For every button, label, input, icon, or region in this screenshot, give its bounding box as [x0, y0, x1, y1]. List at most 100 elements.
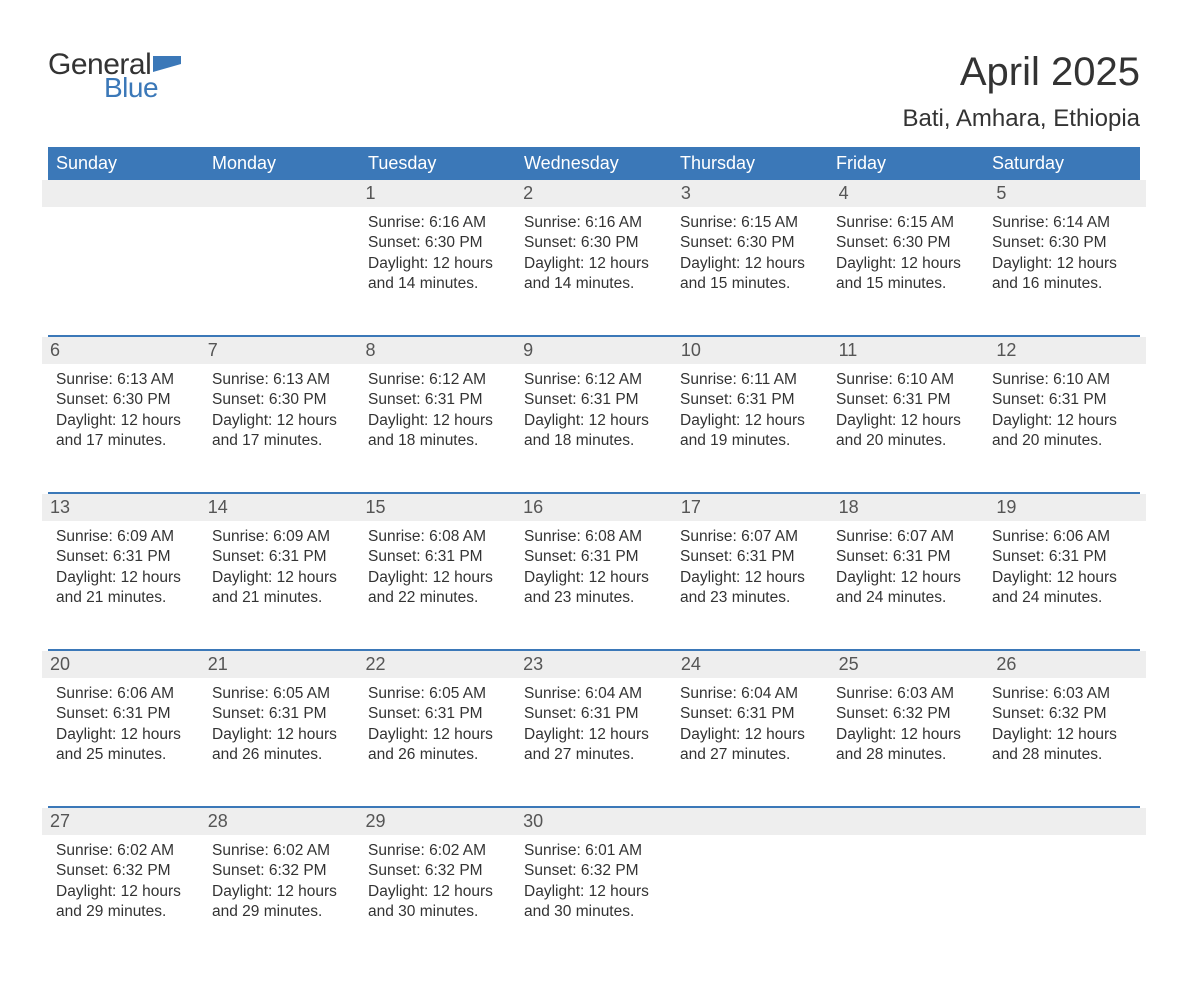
calendar-day: Sunrise: 6:12 AMSunset: 6:31 PMDaylight:…	[516, 364, 672, 492]
sunrise-text: Sunrise: 6:05 AM	[212, 684, 352, 704]
day-details: Sunrise: 6:08 AMSunset: 6:31 PMDaylight:…	[366, 521, 510, 609]
calendar-day: Sunrise: 6:02 AMSunset: 6:32 PMDaylight:…	[204, 835, 360, 963]
day-number	[831, 808, 989, 835]
day-number	[988, 808, 1146, 835]
weeks-container: 12345Sunrise: 6:16 AMSunset: 6:30 PMDayl…	[48, 180, 1140, 963]
week-wrapper: 6789101112Sunrise: 6:13 AMSunset: 6:30 P…	[48, 335, 1140, 492]
daylight-text: Daylight: 12 hours and 24 minutes.	[836, 568, 976, 609]
calendar-day	[984, 835, 1140, 963]
calendar-day: Sunrise: 6:15 AMSunset: 6:30 PMDaylight:…	[672, 207, 828, 335]
sunrise-text: Sunrise: 6:12 AM	[368, 370, 508, 390]
sunrise-text: Sunrise: 6:07 AM	[836, 527, 976, 547]
day-details: Sunrise: 6:09 AMSunset: 6:31 PMDaylight:…	[54, 521, 198, 609]
day-number	[42, 180, 200, 207]
sunrise-text: Sunrise: 6:13 AM	[212, 370, 352, 390]
day-details: Sunrise: 6:05 AMSunset: 6:31 PMDaylight:…	[210, 678, 354, 766]
day-details: Sunrise: 6:14 AMSunset: 6:30 PMDaylight:…	[990, 207, 1134, 295]
day-header-row: Sunday Monday Tuesday Wednesday Thursday…	[48, 147, 1140, 180]
day-number: 10	[673, 337, 831, 364]
day-content-row: Sunrise: 6:16 AMSunset: 6:30 PMDaylight:…	[48, 207, 1140, 335]
daylight-text: Daylight: 12 hours and 28 minutes.	[836, 725, 976, 766]
sunrise-text: Sunrise: 6:09 AM	[56, 527, 196, 547]
calendar-day: Sunrise: 6:09 AMSunset: 6:31 PMDaylight:…	[48, 521, 204, 649]
day-details: Sunrise: 6:10 AMSunset: 6:31 PMDaylight:…	[834, 364, 978, 452]
day-number: 4	[831, 180, 989, 207]
week-wrapper: 12345Sunrise: 6:16 AMSunset: 6:30 PMDayl…	[48, 180, 1140, 335]
calendar-day: Sunrise: 6:13 AMSunset: 6:30 PMDaylight:…	[204, 364, 360, 492]
sunrise-text: Sunrise: 6:05 AM	[368, 684, 508, 704]
sunrise-text: Sunrise: 6:12 AM	[524, 370, 664, 390]
sunset-text: Sunset: 6:30 PM	[56, 390, 196, 410]
day-details: Sunrise: 6:08 AMSunset: 6:31 PMDaylight:…	[522, 521, 666, 609]
sunset-text: Sunset: 6:31 PM	[524, 704, 664, 724]
daynum-row: 12345	[42, 180, 1146, 207]
sunset-text: Sunset: 6:31 PM	[212, 704, 352, 724]
day-header: Friday	[828, 147, 984, 180]
daylight-text: Daylight: 12 hours and 24 minutes.	[992, 568, 1132, 609]
sunset-text: Sunset: 6:30 PM	[368, 233, 508, 253]
calendar-day: Sunrise: 6:04 AMSunset: 6:31 PMDaylight:…	[672, 678, 828, 806]
calendar-day: Sunrise: 6:10 AMSunset: 6:31 PMDaylight:…	[828, 364, 984, 492]
page-title: April 2025	[903, 50, 1140, 95]
sunset-text: Sunset: 6:32 PM	[368, 861, 508, 881]
calendar-day: Sunrise: 6:07 AMSunset: 6:31 PMDaylight:…	[828, 521, 984, 649]
calendar-day: Sunrise: 6:03 AMSunset: 6:32 PMDaylight:…	[984, 678, 1140, 806]
sunrise-text: Sunrise: 6:15 AM	[680, 213, 820, 233]
daylight-text: Daylight: 12 hours and 17 minutes.	[212, 411, 352, 452]
day-header: Saturday	[984, 147, 1140, 180]
sunset-text: Sunset: 6:31 PM	[368, 704, 508, 724]
day-number	[200, 180, 358, 207]
sunrise-text: Sunrise: 6:15 AM	[836, 213, 976, 233]
day-details: Sunrise: 6:05 AMSunset: 6:31 PMDaylight:…	[366, 678, 510, 766]
day-header: Monday	[204, 147, 360, 180]
calendar-day: Sunrise: 6:02 AMSunset: 6:32 PMDaylight:…	[360, 835, 516, 963]
day-header: Sunday	[48, 147, 204, 180]
daynum-row: 13141516171819	[42, 494, 1146, 521]
sunrise-text: Sunrise: 6:04 AM	[680, 684, 820, 704]
day-details	[678, 835, 822, 841]
day-number: 8	[357, 337, 515, 364]
day-details: Sunrise: 6:12 AMSunset: 6:31 PMDaylight:…	[522, 364, 666, 452]
day-content-row: Sunrise: 6:06 AM Sunset: 6:31 PM Daylight:…	[48, 678, 1140, 806]
day-details: Sunrise: 6:16 AMSunset: 6:30 PMDaylight:…	[366, 207, 510, 295]
calendar-day: Sunrise: 6:13 AMSunset: 6:30 PMDaylight:…	[48, 364, 204, 492]
day-number: 24	[673, 651, 831, 678]
sunset-text: Sunset: 6:30 PM	[524, 233, 664, 253]
day-number: 2	[515, 180, 673, 207]
day-details: Sunrise: 6:04 AMSunset: 6:31 PMDaylight:…	[678, 678, 822, 766]
daylight-text: Daylight: 12 hours and 14 minutes.	[368, 254, 508, 295]
day-details: Sunrise: 6:07 AMSunset: 6:31 PMDaylight:…	[678, 521, 822, 609]
daylight-text: Daylight: 12 hours and 23 minutes.	[524, 568, 664, 609]
calendar-day: Sunrise: 6:10 AMSunset: 6:31 PMDaylight:…	[984, 364, 1140, 492]
day-number: 1	[357, 180, 515, 207]
day-details: Sunrise: 6:02 AMSunset: 6:32 PMDaylight:…	[366, 835, 510, 923]
day-details: Sunrise: 6:03 AMSunset: 6:32 PMDaylight:…	[990, 678, 1134, 766]
day-number: 28	[200, 808, 358, 835]
daylight-text: Daylight: 12 hours and 30 minutes.	[524, 882, 664, 923]
sunset-text: Sunset: 6:31 PM	[524, 547, 664, 567]
sunset-text: Sunset: 6:31 PM	[680, 704, 820, 724]
calendar-day: Sunrise: 6:01 AMSunset: 6:32 PMDaylight:…	[516, 835, 672, 963]
daylight-text: Daylight: 12 hours and 23 minutes.	[680, 568, 820, 609]
calendar: Sunday Monday Tuesday Wednesday Thursday…	[48, 147, 1140, 963]
sunrise-text: Sunrise: 6:08 AM	[368, 527, 508, 547]
day-details: Sunrise: 6:09 AMSunset: 6:31 PMDaylight:…	[210, 521, 354, 609]
daylight-text: Daylight: 12 hours and 17 minutes.	[56, 411, 196, 452]
calendar-day: Sunrise: 6:16 AMSunset: 6:30 PMDaylight:…	[360, 207, 516, 335]
day-number: 12	[988, 337, 1146, 364]
sunrise-text: Sunrise: 6:04 AM	[524, 684, 664, 704]
daynum-row: 27282930	[42, 808, 1146, 835]
day-header: Wednesday	[516, 147, 672, 180]
day-number: 13	[42, 494, 200, 521]
sunset-text: Sunset: 6:32 PM	[524, 861, 664, 881]
sunrise-text: Sunrise: 6:06 AM	[56, 684, 196, 704]
calendar-day: Sunrise: 6:05 AMSunset: 6:31 PMDaylight:…	[360, 678, 516, 806]
calendar-day	[48, 207, 204, 335]
day-number: 27	[42, 808, 200, 835]
calendar-day: Sunrise: 6:05 AMSunset: 6:31 PMDaylight:…	[204, 678, 360, 806]
sunrise-text: Sunrise: 6:03 AM	[992, 684, 1132, 704]
calendar-day: Sunrise: 6:03 AMSunset: 6:32 PMDaylight:…	[828, 678, 984, 806]
daylight-text: Daylight: 12 hours and 21 minutes.	[56, 568, 196, 609]
day-number: 16	[515, 494, 673, 521]
sunrise-text: Sunrise: 6:02 AM	[56, 841, 196, 861]
